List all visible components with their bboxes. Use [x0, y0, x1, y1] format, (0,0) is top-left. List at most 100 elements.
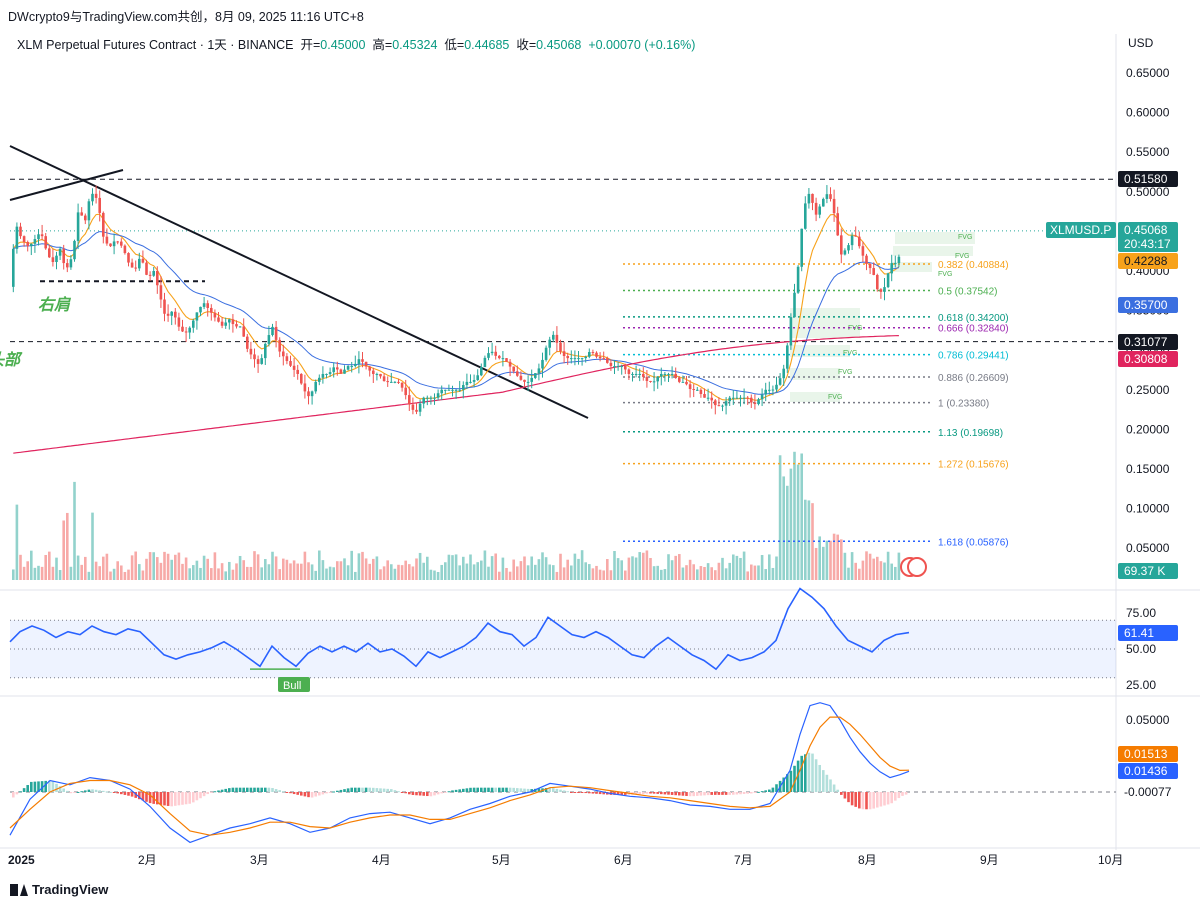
macd-histogram-bar — [505, 787, 508, 792]
volume-bar — [789, 468, 793, 580]
candle — [98, 197, 101, 213]
volume-bar — [570, 565, 573, 580]
macd-histogram-bar — [310, 792, 314, 798]
macd-histogram-bar — [80, 791, 83, 793]
fvg-label: FVG — [828, 394, 842, 401]
volume-bar — [354, 571, 357, 580]
volume-bar — [325, 568, 328, 580]
volume-bar — [332, 567, 335, 580]
candle — [573, 358, 577, 360]
volume-bar — [400, 565, 404, 580]
candle — [836, 213, 839, 236]
volume-bar — [609, 570, 613, 580]
macd-histogram-bar — [832, 784, 836, 792]
macd-histogram-bar — [566, 791, 569, 793]
volume-bar — [282, 558, 285, 580]
symbol-title[interactable]: XLM Perpetual Futures Contract · 1天 · BI… — [17, 38, 294, 52]
macd-histogram-bar — [688, 792, 692, 797]
macd-histogram-bar — [307, 792, 310, 798]
candle — [181, 326, 184, 332]
macd-histogram-bar — [418, 792, 422, 796]
volume-bar — [487, 566, 490, 580]
candle — [606, 358, 609, 363]
volume-bar — [825, 540, 829, 580]
candle — [588, 352, 591, 357]
volume-bar — [451, 555, 454, 580]
macd-histogram-bar — [231, 787, 235, 792]
candle — [289, 361, 292, 366]
candle — [66, 263, 69, 268]
candle — [894, 263, 897, 265]
volume-bar — [397, 564, 400, 580]
candle — [462, 385, 465, 390]
candle — [354, 363, 357, 367]
fvg-zone — [790, 368, 840, 380]
macd-histogram-bar — [296, 792, 299, 795]
candle — [692, 389, 695, 391]
y-tick-label: 0.20000 — [1126, 422, 1170, 436]
candle — [274, 326, 278, 340]
candle — [465, 381, 469, 386]
volume-bar — [508, 571, 512, 580]
candle — [627, 369, 631, 374]
volume-bar — [559, 553, 562, 580]
candle — [447, 389, 451, 391]
macd-histogram-bar — [620, 792, 623, 795]
candle — [541, 359, 544, 369]
macd-histogram-bar — [210, 792, 213, 793]
volume-bar — [350, 550, 353, 580]
volume-bar — [613, 551, 616, 580]
macd-histogram-bar — [130, 792, 134, 797]
candle — [555, 334, 559, 343]
candle — [346, 366, 350, 370]
candle — [656, 376, 659, 382]
candle — [490, 351, 494, 354]
volume-bar — [285, 559, 289, 580]
last-price-value: 0.45068 — [1124, 223, 1168, 237]
candle — [577, 358, 580, 360]
countdown-value: 20:43:17 — [1124, 237, 1171, 251]
candle — [534, 373, 537, 378]
open-label: 开= — [300, 38, 321, 52]
ema-mid-line — [13, 231, 900, 395]
macd-histogram-bar — [278, 790, 281, 792]
candle — [166, 313, 170, 316]
volume-bar — [170, 559, 173, 580]
candle — [444, 389, 447, 391]
candle — [613, 366, 616, 368]
x-tick-label: 8月 — [858, 853, 877, 867]
candle — [436, 393, 440, 398]
macd-histogram-bar — [292, 792, 296, 795]
macd-histogram-bar — [858, 792, 861, 809]
volume-bar — [195, 560, 199, 580]
fib-level-label: 0.5 (0.37542) — [938, 286, 998, 297]
candle — [789, 317, 793, 346]
candle — [408, 395, 411, 405]
macd-histogram-bar — [361, 787, 364, 792]
candle — [472, 380, 476, 382]
candle — [440, 389, 443, 394]
macd-histogram-bar — [822, 770, 825, 792]
macd-histogram-bar — [145, 792, 148, 802]
volume-bar — [138, 564, 141, 580]
candle — [735, 397, 739, 399]
candle — [642, 373, 645, 377]
candle — [811, 193, 814, 203]
macd-histogram-bar — [76, 791, 80, 793]
x-tick-label: 10月 — [1098, 853, 1123, 867]
candle — [570, 358, 573, 360]
candle — [318, 377, 321, 382]
candle — [296, 369, 299, 374]
volume-bar — [721, 557, 724, 580]
macd-histogram-bar — [465, 788, 469, 792]
macd-histogram-bar — [224, 788, 227, 792]
candle — [163, 299, 166, 314]
tradingview-brand[interactable]: TradingView — [10, 882, 108, 897]
macd-histogram-bar — [757, 791, 760, 793]
candle — [33, 239, 37, 244]
volume-bar — [112, 568, 116, 580]
candle — [138, 258, 141, 269]
x-tick-label: 2月 — [138, 853, 157, 867]
volume-bar — [498, 571, 501, 580]
